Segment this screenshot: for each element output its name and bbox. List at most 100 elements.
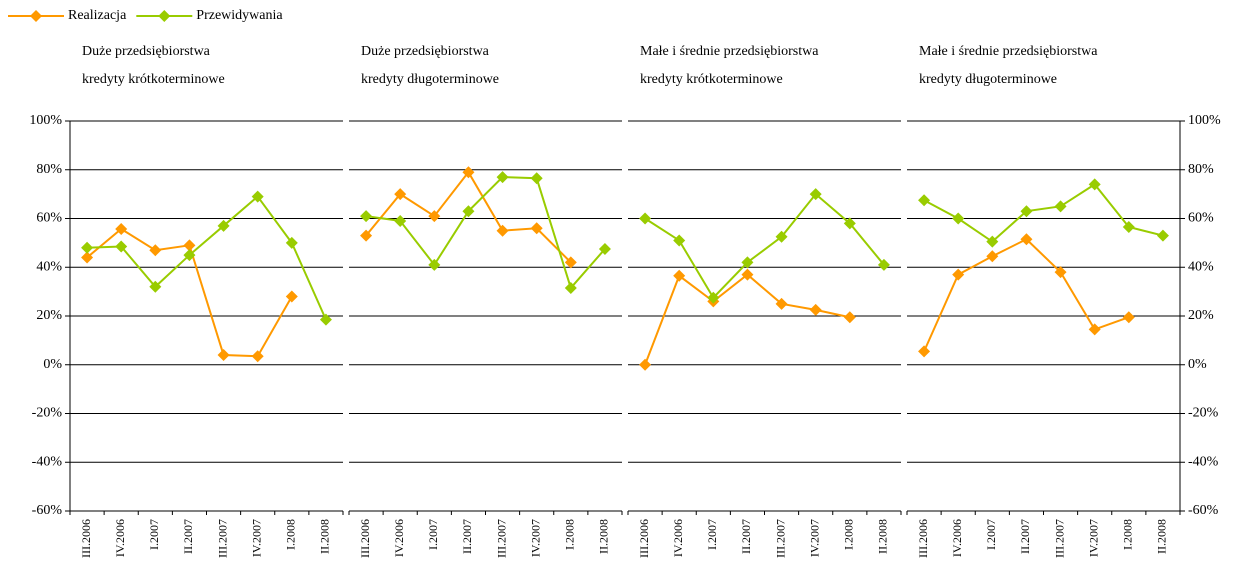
- x-tick-label: II.2007: [1018, 519, 1032, 554]
- x-tick-label: IV.2007: [528, 519, 542, 557]
- y-tick-label: 0%: [43, 357, 62, 372]
- point-marker: [394, 214, 407, 227]
- y-tick-label: -60%: [32, 503, 63, 518]
- panel-title: Duże przedsiębiorstwa: [361, 44, 490, 59]
- panel-title: Duże przedsiębiorstwa: [82, 44, 211, 59]
- x-tick-label: II.2008: [318, 519, 332, 554]
- point-marker: [639, 212, 652, 225]
- point-marker: [1122, 221, 1135, 234]
- y-tick-label: 60%: [36, 211, 62, 226]
- point-marker: [81, 241, 94, 254]
- y-tick-label: 40%: [36, 259, 62, 274]
- series-line: [644, 273, 851, 366]
- point-marker: [707, 291, 720, 304]
- y-tick-label: 100%: [1188, 113, 1221, 128]
- y-tick-label: 80%: [36, 162, 62, 177]
- series-line: [365, 176, 606, 290]
- y-tick-label: -20%: [32, 406, 63, 421]
- legend-marker: [30, 10, 42, 22]
- point-marker: [530, 222, 543, 235]
- y-tick-label: 100%: [29, 113, 62, 128]
- x-tick-label: II.2007: [460, 519, 474, 554]
- point-marker: [1020, 205, 1033, 218]
- x-tick-label: III.2006: [79, 519, 93, 558]
- legend-marker: [158, 10, 171, 22]
- point-marker: [530, 172, 543, 185]
- y-tick-label: 20%: [1188, 308, 1214, 323]
- x-tick-label: I.2008: [842, 519, 856, 550]
- x-tick-label: IV.2007: [249, 519, 263, 557]
- point-marker: [952, 212, 965, 225]
- point-marker: [462, 166, 475, 179]
- point-marker: [673, 269, 686, 282]
- x-tick-label: I.2008: [563, 519, 577, 550]
- y-tick-label: 60%: [1188, 211, 1214, 226]
- point-marker: [639, 358, 652, 371]
- point-marker: [775, 230, 788, 243]
- point-marker: [251, 350, 264, 363]
- point-marker: [877, 258, 890, 271]
- y-tick-label: 20%: [36, 308, 62, 323]
- x-tick-label: IV.2006: [392, 519, 406, 557]
- x-tick-label: III.2006: [916, 519, 930, 558]
- x-tick-label: II.2007: [739, 519, 753, 554]
- point-marker: [285, 236, 298, 249]
- point-marker: [183, 239, 196, 252]
- series-line: [87, 195, 327, 321]
- panel-title: Małe i średnie przedsiębiorstwa: [640, 44, 819, 59]
- point-marker: [360, 210, 373, 223]
- point-marker: [183, 249, 196, 262]
- x-tick-label: III.2007: [494, 519, 508, 558]
- point-marker: [673, 234, 686, 247]
- point-marker: [1054, 266, 1067, 279]
- point-marker: [564, 281, 577, 294]
- point-marker: [918, 345, 931, 358]
- legend-label: Realizacja: [68, 8, 127, 23]
- point-marker: [217, 219, 230, 232]
- series-line: [644, 192, 885, 300]
- point-marker: [428, 210, 441, 223]
- point-marker: [598, 242, 611, 255]
- point-marker: [1054, 200, 1067, 213]
- point-marker: [394, 188, 407, 201]
- point-marker: [81, 251, 94, 264]
- point-marker: [149, 280, 162, 293]
- point-marker: [986, 235, 999, 248]
- x-tick-label: II.2008: [597, 519, 611, 554]
- point-marker: [496, 171, 509, 184]
- x-tick-label: IV.2007: [807, 519, 821, 557]
- point-marker: [149, 244, 162, 257]
- x-tick-label: IV.2006: [671, 519, 685, 557]
- y-tick-label: -20%: [1188, 406, 1219, 421]
- point-marker: [564, 256, 577, 269]
- x-tick-label: II.2008: [1155, 519, 1169, 554]
- point-marker: [217, 349, 230, 361]
- x-tick-label: II.2008: [876, 519, 890, 554]
- y-tick-label: -40%: [32, 454, 63, 469]
- x-tick-label: I.2007: [705, 519, 719, 550]
- point-marker: [918, 194, 931, 207]
- panel-title: kredyty długoterminowe: [919, 72, 1057, 87]
- point-marker: [285, 290, 298, 303]
- series-line: [923, 183, 1164, 243]
- x-tick-label: I.2008: [1121, 519, 1135, 550]
- point-marker: [1020, 233, 1033, 246]
- point-marker: [1088, 178, 1101, 191]
- point-marker: [319, 313, 332, 326]
- x-tick-label: IV.2007: [1086, 519, 1100, 557]
- x-tick-label: III.2007: [773, 519, 787, 558]
- x-tick-label: I.2008: [284, 519, 298, 550]
- x-tick-label: II.2007: [181, 519, 195, 554]
- point-marker: [251, 190, 264, 203]
- point-marker: [496, 224, 509, 237]
- series-line: [923, 238, 1130, 352]
- point-marker: [741, 268, 754, 281]
- point-marker: [462, 205, 475, 218]
- point-marker: [1156, 229, 1169, 242]
- series-line: [365, 170, 572, 264]
- x-tick-label: IV.2006: [113, 519, 127, 557]
- point-marker: [843, 217, 856, 230]
- x-tick-label: I.2007: [147, 519, 161, 550]
- point-marker: [741, 256, 754, 269]
